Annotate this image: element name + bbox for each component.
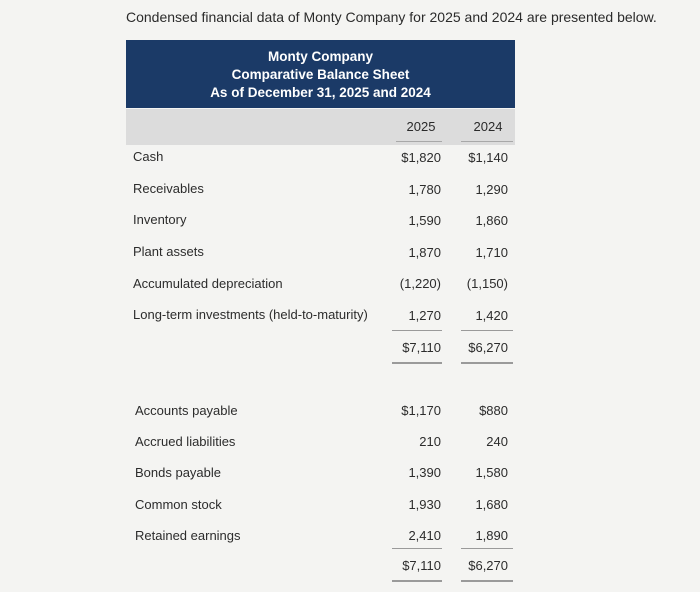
receivables-2024: 1,290	[475, 182, 508, 197]
inventory-2025: 1,590	[408, 213, 441, 228]
row-label-cash: Cash	[133, 149, 164, 164]
intro-text: Condensed financial data of Monty Compan…	[126, 9, 657, 25]
row-label-plant-assets: Plant assets	[133, 244, 204, 259]
total-assets-2024: $6,270	[468, 340, 508, 355]
row-label-accumulated-depreciation: Accumulated depreciation	[133, 276, 283, 291]
subtotal-rule	[461, 548, 513, 549]
accumulated-depreciation-2024: (1,150)	[466, 276, 508, 291]
common-stock-2024: 1,680	[475, 497, 508, 512]
total-liabilities-equity-2024: $6,270	[468, 558, 508, 573]
statement-header: Monty Company Comparative Balance Sheet …	[126, 40, 515, 108]
total-double-rule	[461, 580, 513, 582]
bonds-payable-2024: 1,580	[475, 465, 508, 480]
row-label-bonds-payable: Bonds payable	[135, 465, 222, 480]
cash-2024: $1,140	[468, 150, 508, 165]
bonds-payable-2025: 1,390	[408, 465, 441, 480]
plant-assets-2025: 1,870	[408, 245, 441, 260]
row-label-common-stock: Common stock	[135, 497, 222, 512]
retained-earnings-2024: 1,890	[475, 528, 508, 543]
total-double-rule	[461, 362, 513, 364]
row-label-inventory: Inventory	[133, 212, 187, 227]
statement-date: As of December 31, 2025 and 2024	[210, 85, 431, 100]
column-header-rule	[396, 141, 442, 142]
row-label-accounts-payable: Accounts payable	[135, 403, 238, 418]
year-header-band	[126, 109, 515, 145]
total-double-rule	[392, 580, 442, 582]
company-name: Monty Company	[267, 49, 373, 64]
total-assets-2025: $7,110	[402, 340, 441, 355]
receivables-2025: 1,780	[408, 182, 441, 197]
long-term-investments-2024: 1,420	[475, 308, 508, 323]
row-label-long-term-investments: Long-term investments (held-to-maturity)	[133, 307, 368, 322]
subtotal-rule	[392, 330, 442, 331]
subtotal-rule	[461, 330, 513, 331]
cash-2025: $1,820	[401, 150, 441, 165]
accrued-liabilities-2025: 210	[419, 434, 441, 449]
retained-earnings-2025: 2,410	[408, 528, 441, 543]
subtotal-rule	[392, 548, 442, 549]
accumulated-depreciation-2025: (1,220)	[399, 276, 441, 291]
row-label-accrued-liabilities: Accrued liabilities	[135, 434, 236, 449]
plant-assets-2024: 1,710	[475, 245, 508, 260]
row-label-retained-earnings: Retained earnings	[135, 528, 241, 543]
accrued-liabilities-2024: 240	[486, 434, 508, 449]
accounts-payable-2024: $880	[479, 403, 508, 418]
long-term-investments-2025: 1,270	[408, 308, 441, 323]
column-header-2025: 2025	[406, 119, 436, 134]
row-label-receivables: Receivables	[133, 181, 204, 196]
common-stock-2025: 1,930	[408, 497, 441, 512]
inventory-2024: 1,860	[475, 213, 508, 228]
total-double-rule	[392, 362, 442, 364]
column-header-2024: 2024	[473, 119, 503, 134]
statement-title: Comparative Balance Sheet	[231, 67, 410, 82]
total-liabilities-equity-2025: $7,110	[402, 558, 441, 573]
accounts-payable-2025: $1,170	[401, 403, 441, 418]
column-header-rule	[461, 141, 513, 142]
